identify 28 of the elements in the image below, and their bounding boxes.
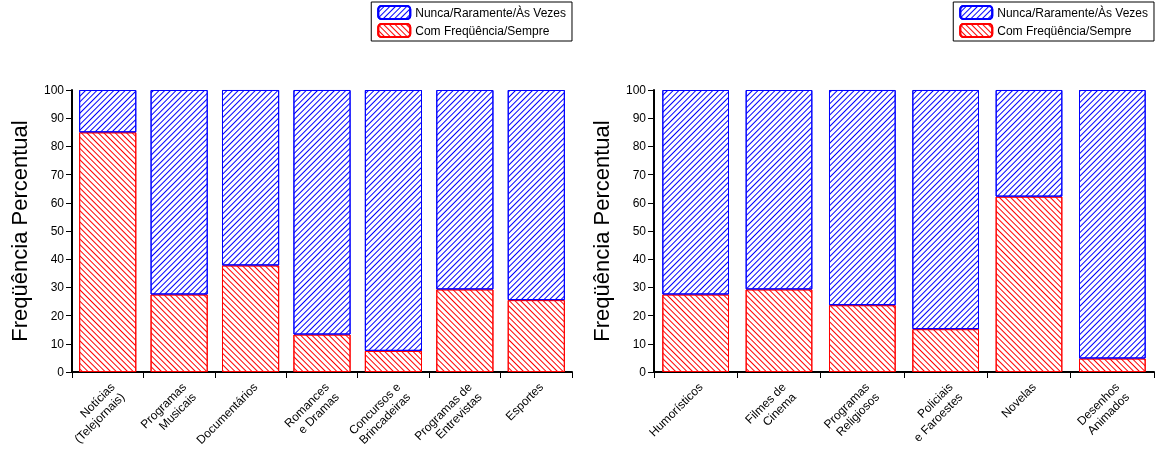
- y-tick-label: 50: [50, 224, 65, 238]
- y-tick-label: 20: [50, 308, 65, 323]
- y-tick-label: 30: [50, 280, 65, 295]
- legend-label: Nunca/Raramente/Às Vezes: [997, 4, 1149, 20]
- y-tick-label: 60: [632, 195, 647, 210]
- y-tick-label: 50: [632, 224, 647, 238]
- y-axis-title: Freqüência Percentual: [588, 120, 614, 342]
- legend-label: Com Freqüência/Sempre: [415, 23, 550, 38]
- y-tick-label: 30: [632, 280, 647, 295]
- y-tick-label: 100: [43, 83, 65, 97]
- y-tick-label: 0: [639, 365, 647, 379]
- y-tick-label: 40: [632, 252, 647, 267]
- y-tick-label: 60: [50, 195, 65, 210]
- y-tick-label: 10: [632, 336, 647, 351]
- y-tick-label: 20: [632, 308, 647, 323]
- y-tick-label: 90: [50, 111, 65, 126]
- y-tick-label: 80: [632, 139, 647, 154]
- y-tick-label: 70: [632, 167, 647, 182]
- y-tick-label: 70: [50, 167, 65, 182]
- legend-label: Nunca/Raramente/Às Vezes: [415, 4, 567, 20]
- y-tick-label: 80: [50, 139, 65, 154]
- y-axis-title: Freqüência Percentual: [6, 120, 32, 342]
- y-tick-label: 0: [57, 365, 65, 379]
- y-tick-label: 10: [50, 336, 65, 351]
- y-tick-label: 40: [50, 252, 65, 267]
- legend-label: Com Freqüência/Sempre: [997, 23, 1132, 38]
- y-tick-label: 90: [632, 111, 647, 126]
- y-tick-label: 100: [625, 83, 647, 97]
